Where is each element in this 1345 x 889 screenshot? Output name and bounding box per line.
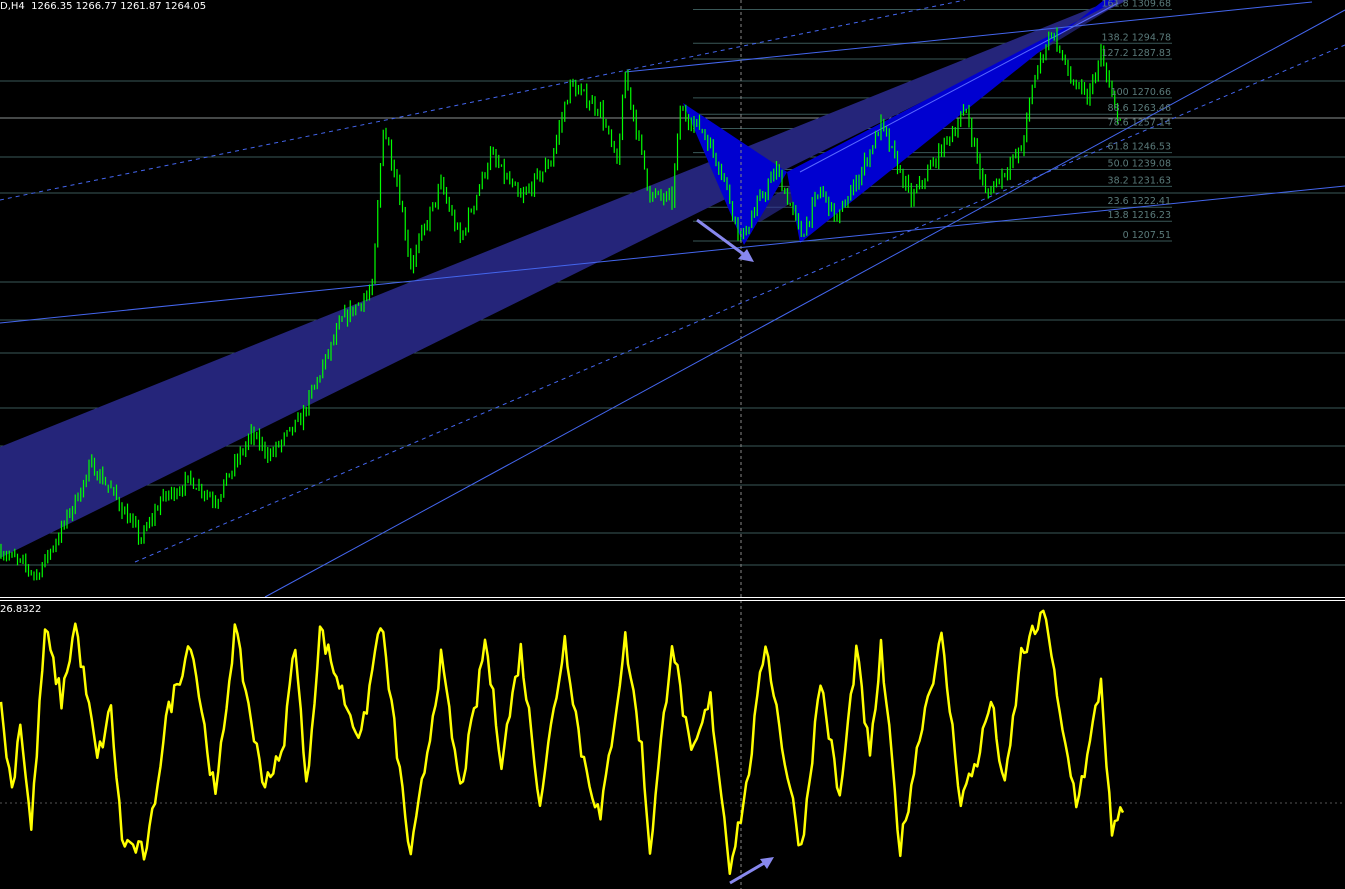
ohlc-close: 1264.05 <box>164 1 207 12</box>
fib-level-label: 50.0 1239.08 <box>1108 158 1171 169</box>
oscillator-line <box>0 609 1125 876</box>
fib-level-label: 13.8 1216.23 <box>1108 210 1171 221</box>
channel-line-solid[interactable] <box>264 9 1345 598</box>
fib-level-label: 61.8 1246.53 <box>1108 142 1171 153</box>
arrow-down-icon <box>696 218 754 262</box>
fib-level-label: 78.6 1257.14 <box>1108 118 1171 129</box>
fib-level-label: 127.2 1287.83 <box>1101 48 1171 59</box>
chart-header: D,H4 1266.35 1266.77 1261.87 1264.05 <box>0 1 206 12</box>
harmonic-pattern-xab <box>683 103 787 245</box>
harmonic-pattern-edge <box>799 2 1119 173</box>
price-bars <box>0 27 1121 581</box>
fib-level-label: 138.2 1294.78 <box>1101 32 1171 43</box>
trendline-lower[interactable] <box>0 185 1345 324</box>
symbol-timeframe: D,H4 <box>0 1 25 12</box>
fib-level-label: 161.8 1309.68 <box>1101 0 1171 10</box>
ohlc-high: 1266.77 <box>75 1 118 12</box>
channel-band <box>0 0 1128 558</box>
fib-level-label: 100 1270.66 <box>1111 87 1171 98</box>
indicator-value: 26.8322 <box>0 604 42 615</box>
fibonacci-labels: 161.8 1309.68 138.2 1294.78 127.2 1287.83 1… <box>1101 0 1171 241</box>
harmonic-pattern-bcd <box>787 0 1118 243</box>
ohlc-open: 1266.35 <box>31 1 73 12</box>
ohlc-low: 1261.87 <box>120 1 162 12</box>
trendline-upper[interactable] <box>624 1 1313 73</box>
fib-level-label: 88.6 1263.46 <box>1108 103 1171 114</box>
fib-level-label: 23.6 1222.41 <box>1108 196 1171 207</box>
arrow-up-icon <box>729 857 774 885</box>
fib-level-label: 38.2 1231.63 <box>1108 175 1171 186</box>
fib-level-label: 0 1207.51 <box>1123 230 1171 241</box>
channel-line-dashed[interactable] <box>134 44 1345 563</box>
